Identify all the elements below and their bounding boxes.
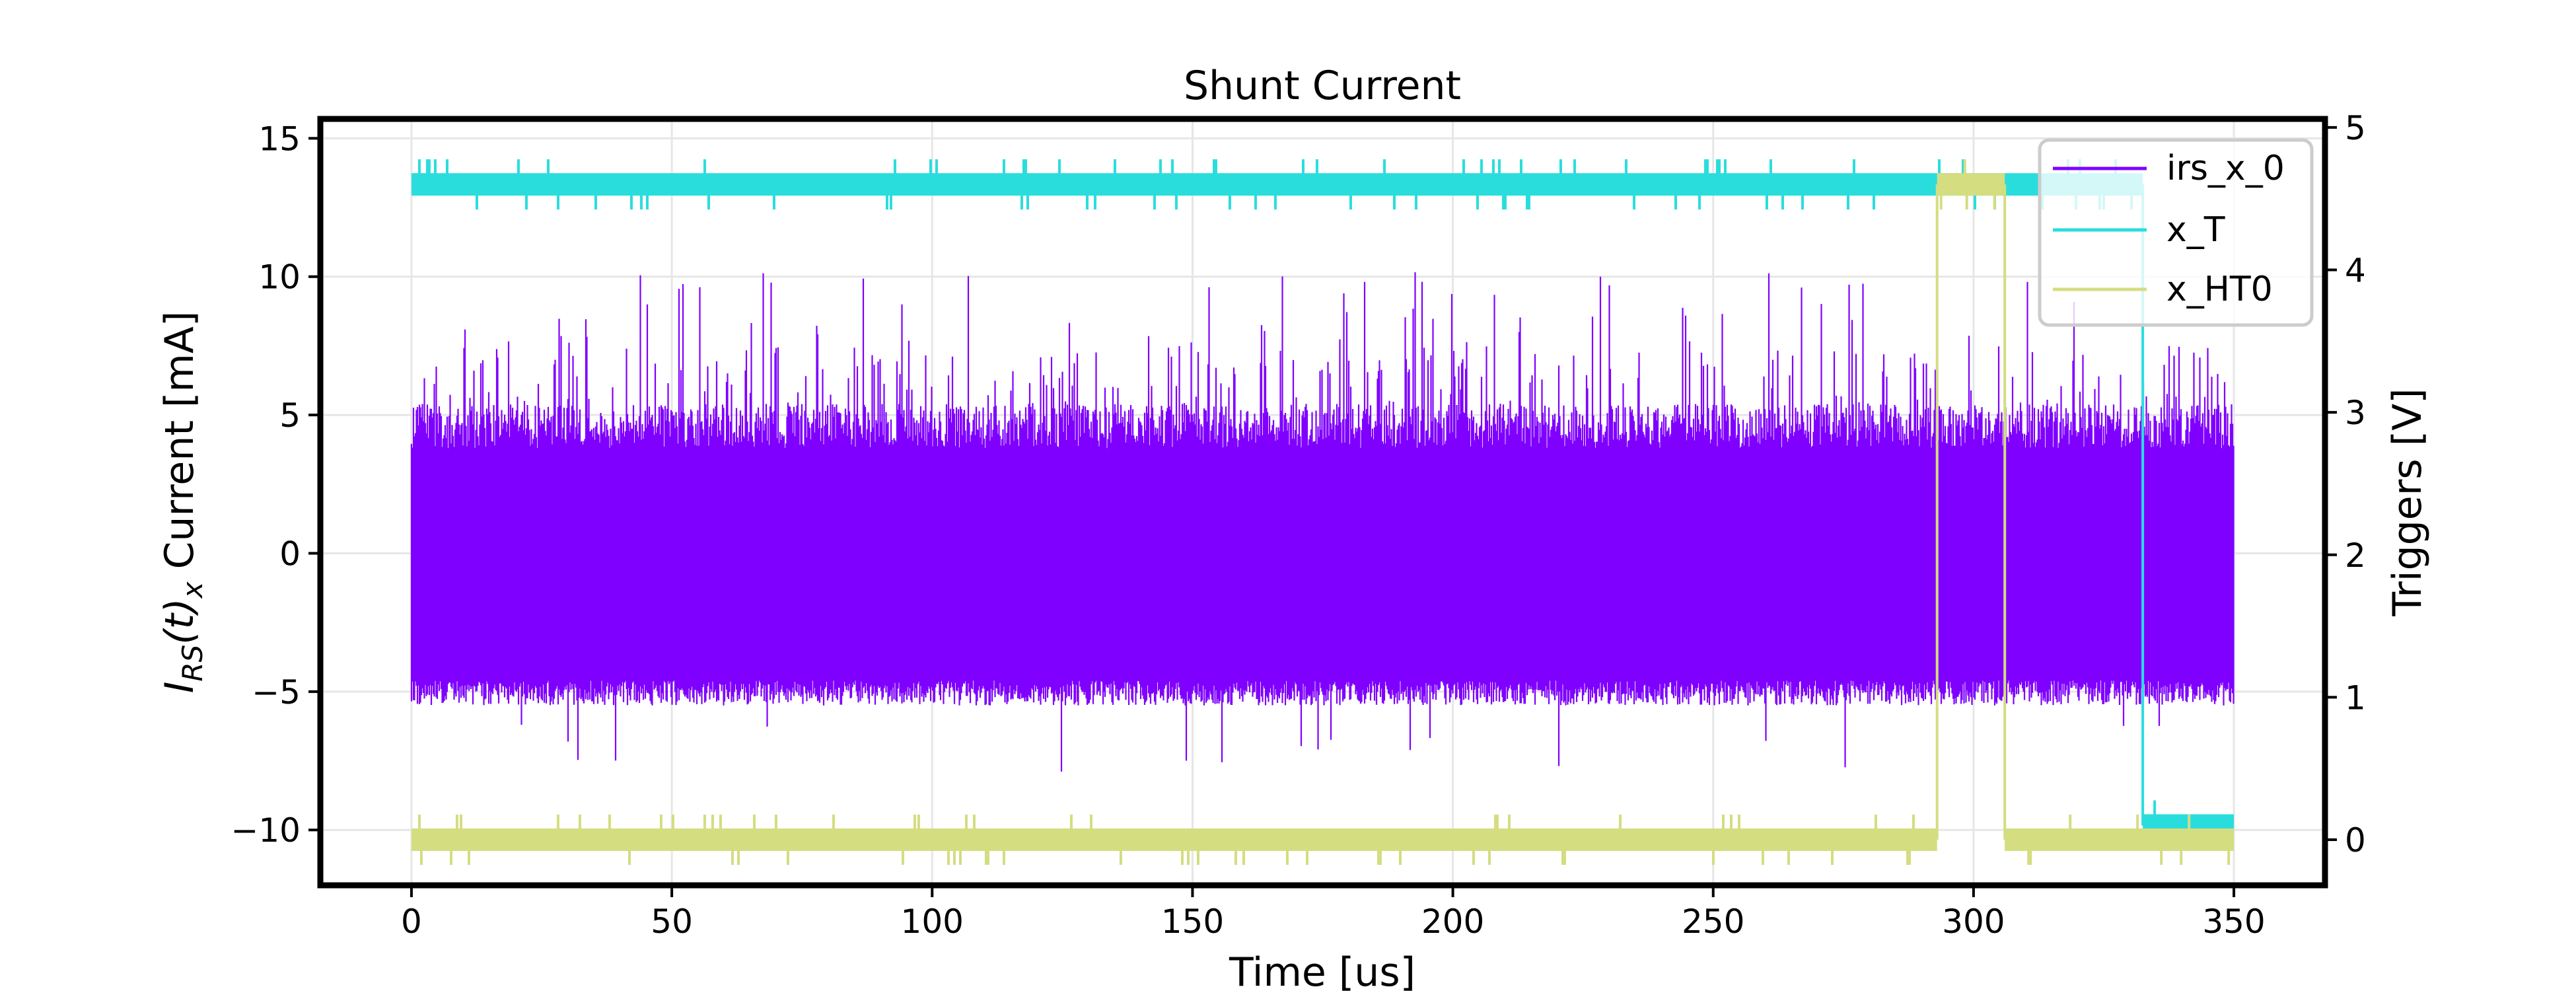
y-left-tick-label-15: 15 <box>258 120 301 158</box>
y-axis-label-right: Triggers [V] <box>2384 388 2431 616</box>
ylabel-mid: (t) <box>157 598 203 644</box>
y-right-tick-label-1: 1 <box>2345 679 2366 717</box>
x-tick-label-300: 300 <box>1942 902 2005 941</box>
y-right-tick-label-3: 3 <box>2345 394 2366 432</box>
x-tick-label-350: 350 <box>2202 902 2265 941</box>
y-right-tick-label-4: 4 <box>2345 252 2366 290</box>
x-axis-label: Time [us] <box>1229 949 1415 991</box>
y-right-tick-label-5: 5 <box>2345 109 2366 147</box>
series-x_HT0 <box>411 159 2235 865</box>
legend-frame <box>2038 138 2314 327</box>
y-right-tick-label-2: 2 <box>2345 536 2366 575</box>
y-left-tick-label-0: 0 <box>279 534 301 573</box>
x_HT0-spikes <box>417 159 2231 865</box>
ylabel-sub2: x <box>176 581 209 599</box>
ylabel-sub: RS <box>176 645 209 682</box>
y-left-tick-label-10: 10 <box>258 258 301 297</box>
plot-frame <box>317 116 2328 889</box>
series-layer <box>410 159 2235 865</box>
ylabel-I: I <box>157 682 203 694</box>
legend-label-x_T: x_T <box>2166 210 2225 250</box>
x-tick-label-200: 200 <box>1421 902 1484 941</box>
y-left-tick-label--5: −5 <box>252 673 301 712</box>
x-tick-label-150: 150 <box>1161 902 1224 941</box>
x-tick-label-250: 250 <box>1682 902 1744 941</box>
y-left-tick-label-5: 5 <box>279 396 301 435</box>
y-left-tick-label--10: −10 <box>231 811 301 850</box>
legend-label-x_HT0: x_HT0 <box>2166 270 2273 309</box>
ylabel-rest: Current [mA] <box>157 311 203 582</box>
x-tick-label-0: 0 <box>401 902 422 941</box>
series-irs_x_0 <box>410 272 2235 772</box>
x-tick-label-100: 100 <box>901 902 964 941</box>
y-axis-label-left: IRS(t)x Current [mA] <box>157 311 209 694</box>
chart-title: Shunt Current <box>1184 63 1461 109</box>
legend-label-irs_x_0: irs_x_0 <box>2166 149 2285 188</box>
x-tick-label-50: 50 <box>651 902 693 941</box>
legend: irs_x_0 x_T x_HT0 <box>2038 138 2314 327</box>
y-right-tick-label-0: 0 <box>2345 821 2366 860</box>
